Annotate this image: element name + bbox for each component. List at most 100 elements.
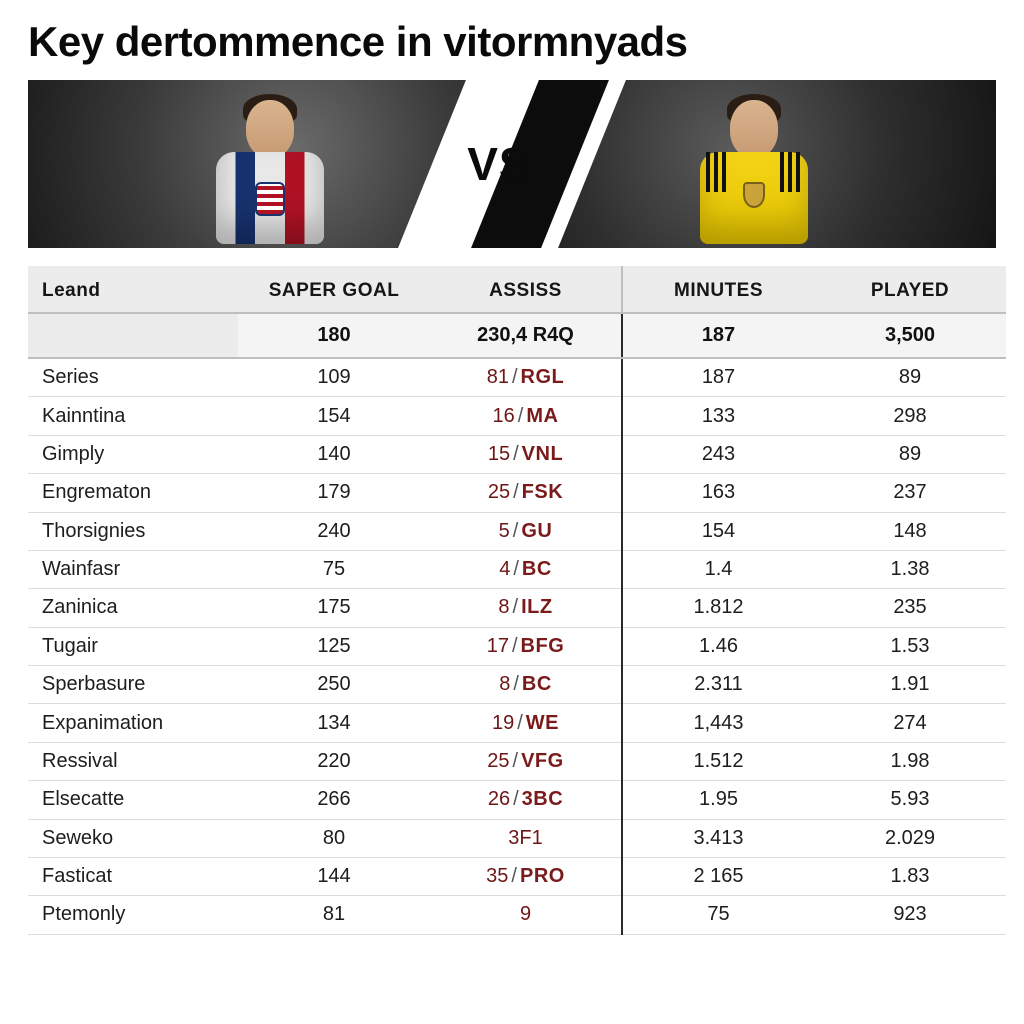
cell-played: 298 <box>814 397 1006 435</box>
cell-assiss: 8/ILZ <box>430 589 622 627</box>
stats-table: Leand SAPER GOAL ASSISS MINUTES PLAYED 1… <box>28 266 1006 935</box>
table-row: Thorsignies2405/GU154148 <box>28 512 1006 550</box>
cell-played: 1.53 <box>814 627 1006 665</box>
cell-saper-goal: 75 <box>238 550 430 588</box>
cell-minutes: 1.4 <box>622 550 814 588</box>
cell-minutes: 1.512 <box>622 742 814 780</box>
table-row: Gimply14015/VNL24389 <box>28 435 1006 473</box>
cell-played: 274 <box>814 704 1006 742</box>
cell-minutes: 75 <box>622 896 814 934</box>
col-header-name: Leand <box>28 266 238 313</box>
col-header-assiss: ASSISS <box>430 266 622 313</box>
col-header-saper-goal: SAPER GOAL <box>238 266 430 313</box>
cell-minutes: 2.311 <box>622 666 814 704</box>
cell-saper-goal: 175 <box>238 589 430 627</box>
cell-saper-goal: 80 <box>238 819 430 857</box>
totals-minutes: 187 <box>622 313 814 358</box>
totals-assiss: 230,4 R4Q <box>430 313 622 358</box>
page-title: Key dertommence in vitormnyads <box>28 18 996 66</box>
cell-minutes: 243 <box>622 435 814 473</box>
cell-name: Fasticat <box>28 857 238 895</box>
vs-banner: VS. <box>28 80 996 248</box>
cell-name: Sperbasure <box>28 666 238 704</box>
cell-name: Engrematon <box>28 474 238 512</box>
col-header-played: PLAYED <box>814 266 1006 313</box>
cell-played: 1.91 <box>814 666 1006 704</box>
cell-name: Zaninica <box>28 589 238 627</box>
table-row: Tugair12517/BFG1.461.53 <box>28 627 1006 665</box>
cell-name: Seweko <box>28 819 238 857</box>
table-row: Ressival22025/VFG1.5121.98 <box>28 742 1006 780</box>
table-row: Kainntina15416/MA133298 <box>28 397 1006 435</box>
cell-saper-goal: 144 <box>238 857 430 895</box>
cell-played: 1.38 <box>814 550 1006 588</box>
cell-assiss: 26/3BC <box>430 781 622 819</box>
cell-played: 237 <box>814 474 1006 512</box>
cell-assiss: 5/GU <box>430 512 622 550</box>
player-right-panel <box>512 80 996 248</box>
table-row: Expanimation13419/WE1,443274 <box>28 704 1006 742</box>
cell-assiss: 9 <box>430 896 622 934</box>
cell-saper-goal: 109 <box>238 358 430 397</box>
cell-assiss: 25/VFG <box>430 742 622 780</box>
cell-saper-goal: 240 <box>238 512 430 550</box>
cell-played: 1.83 <box>814 857 1006 895</box>
cell-minutes: 154 <box>622 512 814 550</box>
cell-played: 5.93 <box>814 781 1006 819</box>
cell-name: Elsecatte <box>28 781 238 819</box>
cell-name: Expanimation <box>28 704 238 742</box>
cell-played: 923 <box>814 896 1006 934</box>
player-left-panel <box>28 80 512 248</box>
cell-assiss: 17/BFG <box>430 627 622 665</box>
totals-saper-goal: 180 <box>238 313 430 358</box>
cell-assiss: 81/RGL <box>430 358 622 397</box>
table-row: Fasticat14435/PRO2 1651.83 <box>28 857 1006 895</box>
col-header-minutes: MINUTES <box>622 266 814 313</box>
table-row: Ptemonly81975923 <box>28 896 1006 934</box>
cell-name: Wainfasr <box>28 550 238 588</box>
cell-played: 89 <box>814 358 1006 397</box>
cell-name: Kainntina <box>28 397 238 435</box>
table-row: Seweko803F13.4132.029 <box>28 819 1006 857</box>
cell-assiss: 15/VNL <box>430 435 622 473</box>
cell-assiss: 8/BC <box>430 666 622 704</box>
cell-played: 148 <box>814 512 1006 550</box>
table-row: Wainfasr754/BC1.41.38 <box>28 550 1006 588</box>
cell-name: Ptemonly <box>28 896 238 934</box>
cell-minutes: 2 165 <box>622 857 814 895</box>
cell-saper-goal: 250 <box>238 666 430 704</box>
cell-saper-goal: 125 <box>238 627 430 665</box>
cell-name: Series <box>28 358 238 397</box>
cell-minutes: 163 <box>622 474 814 512</box>
cell-minutes: 133 <box>622 397 814 435</box>
cell-minutes: 1.95 <box>622 781 814 819</box>
stats-table-wrap: Leand SAPER GOAL ASSISS MINUTES PLAYED 1… <box>28 266 996 1024</box>
cell-minutes: 1,443 <box>622 704 814 742</box>
cell-saper-goal: 140 <box>238 435 430 473</box>
cell-minutes: 187 <box>622 358 814 397</box>
cell-played: 235 <box>814 589 1006 627</box>
cell-name: Gimply <box>28 435 238 473</box>
cell-saper-goal: 81 <box>238 896 430 934</box>
cell-minutes: 1.812 <box>622 589 814 627</box>
cell-assiss: 3F1 <box>430 819 622 857</box>
table-row: Zaninica1758/ILZ1.812235 <box>28 589 1006 627</box>
cell-saper-goal: 220 <box>238 742 430 780</box>
totals-played: 3,500 <box>814 313 1006 358</box>
cell-saper-goal: 179 <box>238 474 430 512</box>
cell-saper-goal: 134 <box>238 704 430 742</box>
cell-assiss: 4/BC <box>430 550 622 588</box>
table-row: Series10981/RGL18789 <box>28 358 1006 397</box>
cell-played: 1.98 <box>814 742 1006 780</box>
cell-name: Thorsignies <box>28 512 238 550</box>
cell-assiss: 25/FSK <box>430 474 622 512</box>
cell-minutes: 1.46 <box>622 627 814 665</box>
cell-name: Tugair <box>28 627 238 665</box>
cell-assiss: 19/WE <box>430 704 622 742</box>
cell-saper-goal: 154 <box>238 397 430 435</box>
player-left-figure <box>205 94 335 244</box>
cell-played: 2.029 <box>814 819 1006 857</box>
player-right-figure <box>689 94 819 244</box>
table-row: Elsecatte26626/3BC1.955.93 <box>28 781 1006 819</box>
cell-name: Ressival <box>28 742 238 780</box>
